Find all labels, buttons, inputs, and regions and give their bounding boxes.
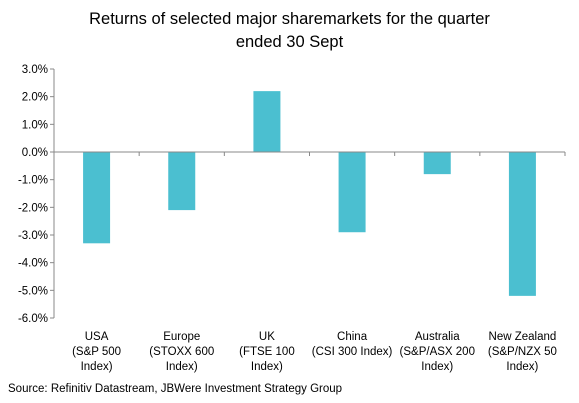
y-tick-label: -1.0% bbox=[18, 175, 48, 187]
category-label: Index) bbox=[81, 361, 113, 373]
category-label: China bbox=[337, 331, 368, 343]
category-label: UK bbox=[259, 331, 275, 343]
category-label: (STOXX 600 bbox=[149, 346, 214, 358]
category-label: (S&P/ASX 200 bbox=[400, 346, 475, 358]
y-tick-label: 1.0% bbox=[22, 119, 48, 131]
bar-4 bbox=[423, 152, 451, 175]
category-label: Index) bbox=[506, 361, 538, 373]
y-tick-label: 2.0% bbox=[22, 92, 48, 104]
category-label: New Zealand bbox=[489, 331, 557, 343]
y-tick-label: -4.0% bbox=[18, 258, 48, 270]
category-label: Index) bbox=[251, 361, 283, 373]
y-tick-label: 0.0% bbox=[22, 147, 48, 159]
y-tick-label: -5.0% bbox=[18, 285, 48, 297]
category-label: Index) bbox=[166, 361, 198, 373]
bar-0 bbox=[83, 152, 111, 244]
category-label: (FTSE 100 bbox=[239, 346, 295, 358]
chart-title-line-1: Returns of selected major sharemarkets f… bbox=[89, 10, 490, 28]
source-note: Source: Refinitiv Datastream, JBWere Inv… bbox=[8, 383, 343, 395]
chart-title: Returns of selected major sharemarkets f… bbox=[0, 8, 579, 54]
category-label: (S&P/NZX 50 bbox=[488, 346, 557, 358]
category-label: (S&P 500 bbox=[72, 346, 121, 358]
category-label: Europe bbox=[163, 331, 200, 343]
y-tick-label: -2.0% bbox=[18, 202, 48, 214]
chart-title-line-2: ended 30 Sept bbox=[235, 33, 344, 51]
category-label: Australia bbox=[415, 331, 460, 343]
category-label: USA bbox=[85, 331, 109, 343]
bar-5 bbox=[508, 152, 536, 296]
bar-2 bbox=[253, 91, 281, 152]
bar-1 bbox=[168, 152, 196, 211]
category-label: Index) bbox=[421, 361, 453, 373]
y-tick-label: -6.0% bbox=[18, 313, 48, 325]
category-label: (CSI 300 Index) bbox=[312, 346, 393, 358]
bar-3 bbox=[338, 152, 366, 233]
y-tick-label: -3.0% bbox=[18, 230, 48, 242]
y-tick-label: 3.0% bbox=[22, 64, 48, 76]
